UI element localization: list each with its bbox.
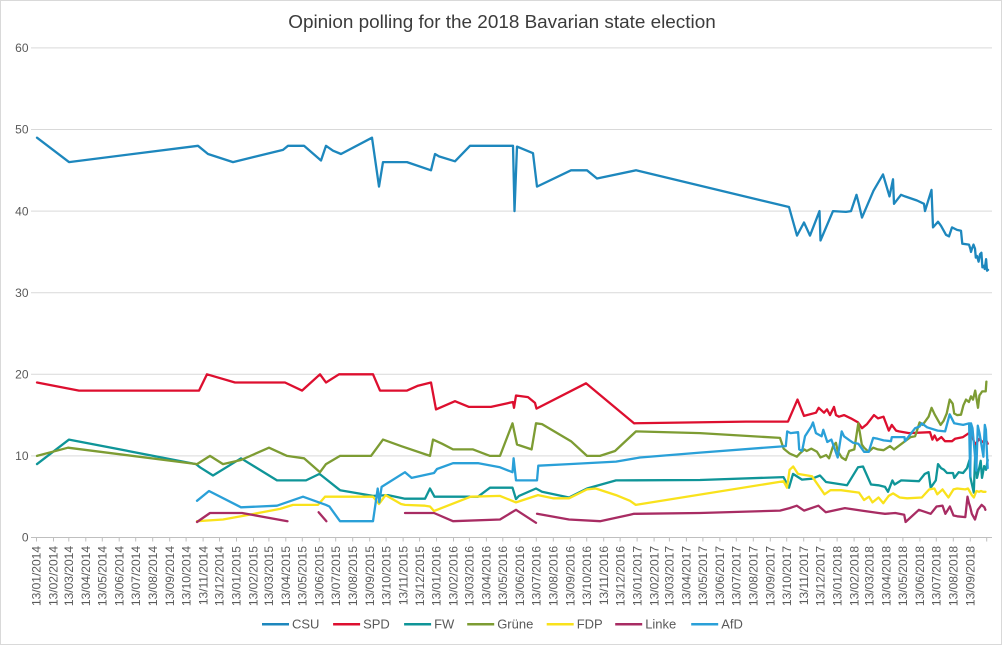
svg-text:13/04/2016: 13/04/2016 (480, 546, 494, 606)
svg-text:13/07/2017: 13/07/2017 (730, 546, 744, 606)
svg-text:13/04/2018: 13/04/2018 (880, 546, 894, 606)
svg-text:50: 50 (15, 123, 29, 137)
svg-text:13/09/2016: 13/09/2016 (564, 546, 578, 606)
svg-text:13/08/2018: 13/08/2018 (947, 546, 961, 606)
svg-text:13/10/2016: 13/10/2016 (580, 546, 594, 606)
svg-text:13/02/2018: 13/02/2018 (847, 546, 861, 606)
svg-text:13/09/2015: 13/09/2015 (363, 546, 377, 606)
svg-text:Linke: Linke (645, 617, 676, 632)
svg-text:FW: FW (434, 617, 455, 632)
svg-text:13/08/2015: 13/08/2015 (346, 546, 360, 606)
svg-text:FDP: FDP (577, 617, 603, 632)
svg-text:13/04/2014: 13/04/2014 (79, 546, 93, 606)
svg-text:60: 60 (15, 41, 29, 55)
svg-text:0: 0 (22, 531, 29, 545)
svg-text:13/11/2016: 13/11/2016 (597, 546, 611, 605)
svg-text:13/11/2015: 13/11/2015 (396, 546, 410, 605)
svg-text:13/10/2017: 13/10/2017 (780, 546, 794, 606)
svg-text:20: 20 (15, 368, 29, 382)
svg-text:13/10/2015: 13/10/2015 (379, 546, 393, 606)
svg-text:13/05/2017: 13/05/2017 (696, 546, 710, 606)
svg-text:13/02/2017: 13/02/2017 (647, 546, 661, 606)
svg-text:13/05/2016: 13/05/2016 (496, 546, 510, 606)
svg-text:13/06/2015: 13/06/2015 (313, 546, 327, 606)
svg-text:13/02/2014: 13/02/2014 (47, 546, 61, 606)
svg-text:13/05/2018: 13/05/2018 (896, 546, 910, 606)
svg-text:13/02/2015: 13/02/2015 (247, 546, 261, 606)
svg-text:40: 40 (15, 204, 29, 218)
svg-text:13/12/2017: 13/12/2017 (813, 546, 827, 606)
svg-text:13/08/2017: 13/08/2017 (747, 546, 761, 606)
svg-text:13/03/2014: 13/03/2014 (62, 546, 76, 606)
svg-text:13/01/2015: 13/01/2015 (230, 546, 244, 606)
svg-text:10: 10 (15, 449, 29, 463)
svg-text:13/11/2014: 13/11/2014 (196, 546, 210, 605)
svg-text:13/01/2018: 13/01/2018 (830, 546, 844, 606)
svg-text:13/10/2014: 13/10/2014 (179, 546, 193, 606)
svg-text:13/02/2016: 13/02/2016 (447, 546, 461, 606)
svg-text:13/03/2018: 13/03/2018 (863, 546, 877, 606)
svg-text:13/08/2016: 13/08/2016 (547, 546, 561, 606)
svg-text:30: 30 (15, 286, 29, 300)
svg-text:13/05/2015: 13/05/2015 (296, 546, 310, 606)
svg-text:13/03/2017: 13/03/2017 (663, 546, 677, 606)
svg-text:13/07/2014: 13/07/2014 (129, 546, 143, 606)
svg-text:13/07/2015: 13/07/2015 (329, 546, 343, 606)
svg-text:13/04/2015: 13/04/2015 (279, 546, 293, 606)
svg-text:13/06/2014: 13/06/2014 (112, 546, 126, 606)
svg-text:13/07/2018: 13/07/2018 (930, 546, 944, 606)
svg-text:13/06/2017: 13/06/2017 (713, 546, 727, 606)
svg-text:SPD: SPD (363, 617, 390, 632)
svg-text:13/09/2018: 13/09/2018 (964, 546, 978, 606)
svg-text:13/01/2014: 13/01/2014 (30, 546, 44, 606)
svg-text:13/06/2016: 13/06/2016 (513, 546, 527, 606)
svg-text:13/06/2018: 13/06/2018 (913, 546, 927, 606)
svg-text:13/12/2014: 13/12/2014 (213, 546, 227, 606)
svg-text:Opinion polling for the 2018 B: Opinion polling for the 2018 Bavarian st… (288, 12, 715, 33)
svg-text:13/09/2017: 13/09/2017 (764, 546, 778, 606)
svg-text:13/07/2016: 13/07/2016 (530, 546, 544, 606)
svg-text:13/09/2014: 13/09/2014 (163, 546, 177, 606)
svg-text:Grüne: Grüne (497, 617, 533, 632)
svg-text:AfD: AfD (721, 617, 743, 632)
svg-text:CSU: CSU (292, 617, 319, 632)
svg-text:13/08/2014: 13/08/2014 (146, 546, 160, 606)
svg-text:13/04/2017: 13/04/2017 (680, 546, 694, 606)
svg-text:13/12/2015: 13/12/2015 (413, 546, 427, 606)
svg-text:13/03/2016: 13/03/2016 (463, 546, 477, 606)
svg-text:13/01/2016: 13/01/2016 (430, 546, 444, 606)
svg-text:13/01/2017: 13/01/2017 (630, 546, 644, 606)
svg-text:13/11/2017: 13/11/2017 (797, 546, 811, 605)
svg-text:13/12/2016: 13/12/2016 (613, 546, 627, 606)
svg-text:13/05/2014: 13/05/2014 (96, 546, 110, 606)
svg-text:13/03/2015: 13/03/2015 (262, 546, 276, 606)
